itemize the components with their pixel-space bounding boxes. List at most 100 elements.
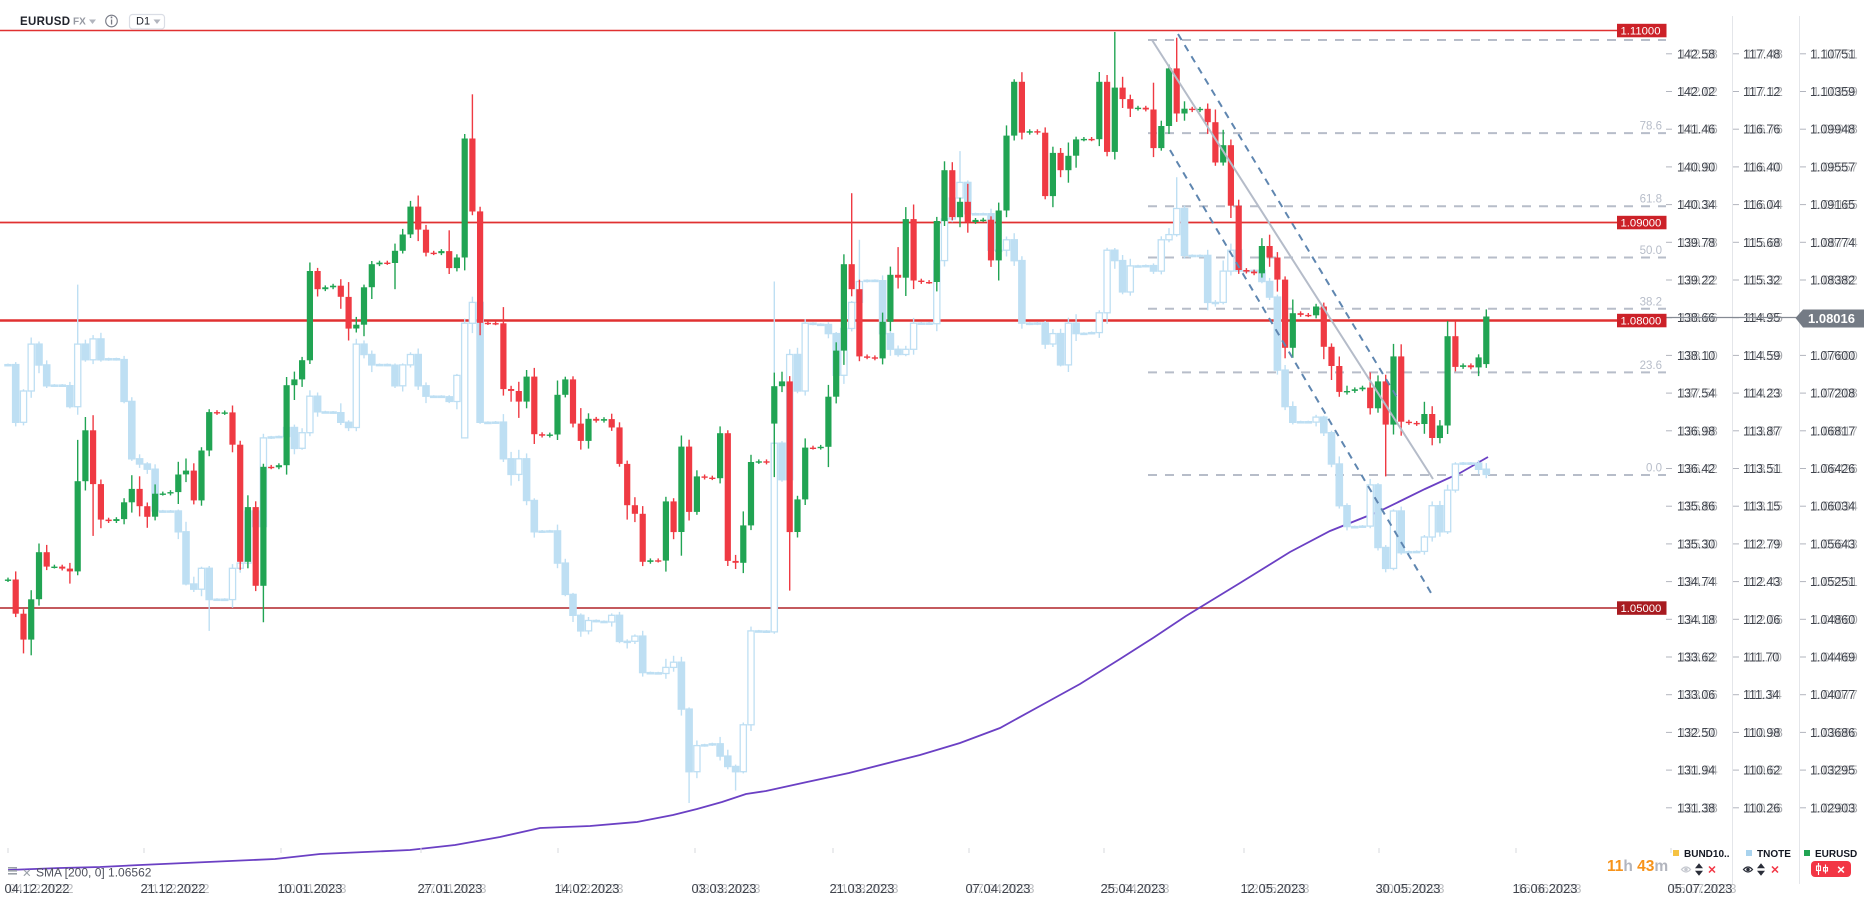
svg-text:116.40: 116.40	[1743, 160, 1780, 174]
svg-text:1.07600: 1.07600	[1813, 349, 1858, 363]
svg-text:134.18: 134.18	[1677, 613, 1715, 627]
svg-text:1.04860: 1.04860	[1810, 613, 1855, 627]
svg-text:1.06034: 1.06034	[1813, 500, 1858, 514]
svg-text:133.62: 133.62	[1680, 651, 1718, 665]
svg-text:✕: ✕	[22, 868, 32, 880]
svg-text:1.05643: 1.05643	[1813, 537, 1858, 551]
svg-text:114.95: 114.95	[1743, 311, 1780, 325]
svg-text:110.62: 110.62	[1746, 764, 1783, 778]
svg-text:1.10359: 1.10359	[1813, 85, 1858, 99]
svg-text:139.78: 139.78	[1680, 236, 1718, 250]
svg-text:140.34: 140.34	[1680, 198, 1718, 212]
svg-text:138.10: 138.10	[1680, 349, 1718, 363]
svg-text:1.09948: 1.09948	[1813, 123, 1858, 137]
svg-text:04.12.2022: 04.12.2022	[4, 881, 69, 896]
svg-text:111.34: 111.34	[1743, 688, 1779, 702]
svg-text:1.08382: 1.08382	[1810, 274, 1855, 288]
svg-text:116.76: 116.76	[1746, 123, 1783, 137]
svg-text:23.6: 23.6	[1640, 360, 1662, 372]
svg-text:139.78: 139.78	[1677, 236, 1715, 250]
svg-text:110.26: 110.26	[1743, 801, 1780, 815]
svg-text:113.51: 113.51	[1746, 462, 1783, 476]
svg-text:21.03.2023: 21.03.2023	[833, 881, 898, 896]
svg-text:1.05643: 1.05643	[1810, 537, 1855, 551]
svg-text:1.05000: 1.05000	[1621, 603, 1662, 615]
svg-text:115.32: 115.32	[1746, 274, 1783, 288]
svg-text:140.34: 140.34	[1677, 198, 1715, 212]
svg-text:1.10751: 1.10751	[1810, 47, 1855, 61]
svg-text:TNOTE: TNOTE	[1757, 849, 1791, 860]
svg-text:139.22: 139.22	[1680, 274, 1718, 288]
svg-text:1.03686: 1.03686	[1810, 726, 1855, 740]
svg-text:116.04: 116.04	[1743, 198, 1780, 212]
svg-text:114.23: 114.23	[1743, 387, 1780, 401]
svg-text:1.04077: 1.04077	[1810, 688, 1855, 702]
svg-text:142.02: 142.02	[1677, 85, 1715, 99]
svg-text:10.01.2023: 10.01.2023	[281, 881, 346, 896]
svg-text:1.06817: 1.06817	[1813, 424, 1858, 438]
svg-text:117.48: 117.48	[1743, 47, 1780, 61]
svg-text:135.30: 135.30	[1680, 537, 1718, 551]
svg-text:115.68: 115.68	[1743, 236, 1780, 250]
svg-text:132.50: 132.50	[1677, 726, 1715, 740]
svg-text:16.06.2023: 16.06.2023	[1516, 881, 1581, 896]
svg-text:1.09165: 1.09165	[1810, 198, 1855, 212]
svg-text:114.95: 114.95	[1746, 311, 1783, 325]
svg-text:110.26: 110.26	[1746, 801, 1783, 815]
svg-text:1.02903: 1.02903	[1813, 801, 1858, 815]
svg-text:110.62: 110.62	[1743, 764, 1780, 778]
svg-text:1.03295: 1.03295	[1810, 764, 1855, 778]
svg-text:139.22: 139.22	[1677, 274, 1715, 288]
svg-text:113.15: 113.15	[1743, 500, 1780, 514]
svg-text:1.10751: 1.10751	[1813, 47, 1858, 61]
svg-text:14.02.2023: 14.02.2023	[554, 881, 619, 896]
svg-text:116.76: 116.76	[1743, 123, 1780, 137]
svg-text:137.54: 137.54	[1677, 387, 1715, 401]
svg-text:113.51: 113.51	[1743, 462, 1780, 476]
svg-text:112.43: 112.43	[1746, 575, 1783, 589]
svg-text:1.08000: 1.08000	[1621, 316, 1662, 328]
svg-text:25.04.2023: 25.04.2023	[1104, 881, 1169, 896]
svg-text:1.03686: 1.03686	[1813, 726, 1858, 740]
svg-text:135.86: 135.86	[1677, 500, 1715, 514]
svg-text:1.07600: 1.07600	[1810, 349, 1855, 363]
svg-text:112.06: 112.06	[1746, 613, 1783, 627]
svg-text:116.04: 116.04	[1746, 198, 1783, 212]
svg-text:138.10: 138.10	[1677, 349, 1715, 363]
svg-text:142.58: 142.58	[1677, 47, 1715, 61]
svg-text:131.94: 131.94	[1680, 764, 1718, 778]
svg-text:110.98: 110.98	[1746, 726, 1783, 740]
svg-text:EURUSD: EURUSD	[20, 16, 70, 28]
svg-text:1.04860: 1.04860	[1813, 613, 1858, 627]
svg-text:✕: ✕	[1707, 865, 1716, 877]
svg-text:141.46: 141.46	[1677, 123, 1715, 137]
svg-text:137.54: 137.54	[1680, 387, 1718, 401]
svg-text:1.09948: 1.09948	[1810, 123, 1855, 137]
svg-text:38.2: 38.2	[1640, 296, 1662, 308]
svg-text:16.06.2023: 16.06.2023	[1512, 881, 1577, 896]
svg-text:61.8: 61.8	[1640, 194, 1662, 206]
svg-text:131.38: 131.38	[1677, 801, 1715, 815]
svg-text:1.09165: 1.09165	[1813, 198, 1858, 212]
svg-text:1.02903: 1.02903	[1810, 801, 1855, 815]
svg-text:1.08774: 1.08774	[1813, 236, 1858, 250]
svg-text:134.18: 134.18	[1680, 613, 1718, 627]
svg-text:04.12.2022: 04.12.2022	[8, 881, 73, 896]
svg-text:136.98: 136.98	[1677, 424, 1715, 438]
svg-text:134.74: 134.74	[1680, 575, 1718, 589]
svg-text:03.03.2023: 03.03.2023	[691, 881, 756, 896]
svg-text:1.08382: 1.08382	[1813, 274, 1858, 288]
svg-text:BUND10..: BUND10..	[1684, 849, 1730, 860]
svg-text:27.01.2023: 27.01.2023	[421, 881, 486, 896]
svg-text:1.08774: 1.08774	[1810, 236, 1855, 250]
svg-text:133.06: 133.06	[1680, 688, 1718, 702]
svg-text:133.06: 133.06	[1677, 688, 1715, 702]
svg-text:12.05.2023: 12.05.2023	[1244, 881, 1309, 896]
svg-text:141.46: 141.46	[1680, 123, 1718, 137]
svg-text:114.59: 114.59	[1746, 349, 1783, 363]
svg-text:1.07208: 1.07208	[1810, 387, 1855, 401]
svg-text:136.98: 136.98	[1680, 424, 1718, 438]
svg-text:07.04.2023: 07.04.2023	[965, 881, 1030, 896]
svg-text:114.23: 114.23	[1746, 387, 1783, 401]
svg-text:1.09557: 1.09557	[1810, 160, 1855, 174]
